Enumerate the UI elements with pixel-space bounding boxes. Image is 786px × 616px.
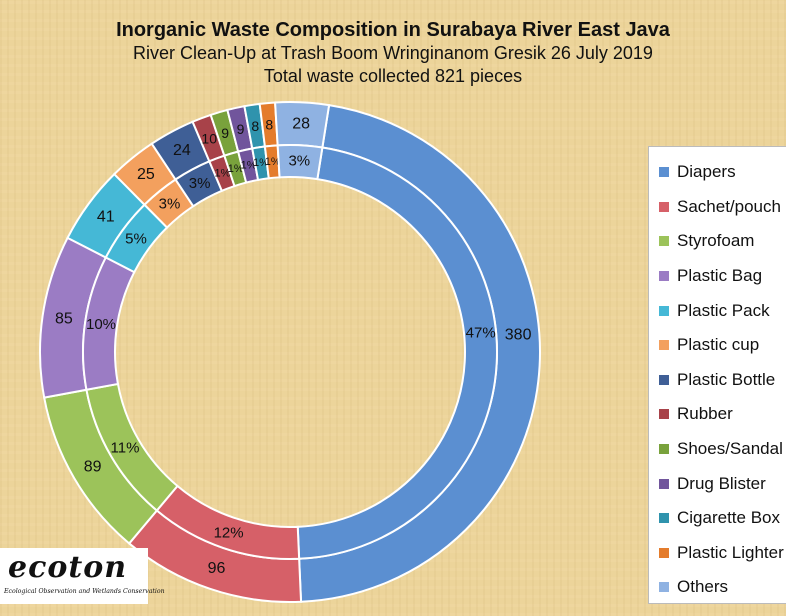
ecoton-logo: ecoton Ecological Observation and Wetlan… [0,548,165,604]
legend-label: Drug Blister [677,473,766,493]
legend-swatch [659,271,669,282]
value-label-plastic-pack: 41 [97,208,115,225]
legend-swatch [659,305,669,316]
legend-swatch [659,340,669,351]
legend-item-plastic-cup: Plastic cup [649,328,786,363]
value-label-sachet-pouch: 96 [208,560,226,577]
percent-label-plastic-bag: 10% [86,316,116,333]
legend-swatch [659,444,669,455]
legend-label: Plastic Pack [677,300,770,320]
value-label-shoes-sandal: 9 [221,125,229,141]
percent-label-shoes-sandal: 1% [228,163,244,175]
legend-label: Others [677,577,729,597]
legend-label: Plastic Bag [677,266,763,286]
value-label-styrofoam: 89 [84,459,102,476]
legend-swatch [659,513,669,524]
percent-label-diapers: 47% [466,324,496,341]
legend-item-others: Others [649,570,786,605]
value-label-plastic-bag: 85 [55,310,73,327]
legend-item-rubber: Rubber [649,397,786,432]
legend-label: Shoes/Sandal [677,439,783,459]
logo-tagline: Ecological Observation and Wetlands Cons… [4,588,165,595]
legend-swatch [659,409,669,420]
percent-label-rubber: 1% [215,167,231,179]
legend-label: Plastic Bottle [677,369,776,389]
legend-item-cigarette-box: Cigarette Box [649,501,786,536]
legend-label: Rubber [677,404,733,424]
chart-title: Inorganic Waste Composition in Surabaya … [116,19,670,41]
legend-item-plastic-lighter: Plastic Lighter [649,536,786,571]
chart-titles: Inorganic Waste Composition in Surabaya … [0,18,786,88]
legend-swatch [659,547,669,558]
legend-label: Sachet/pouch [677,196,781,216]
legend-item-styrofoam: Styrofoam [649,224,786,259]
legend-item-plastic-pack: Plastic Pack [649,293,786,328]
legend-item-shoes-sandal: Shoes/Sandal [649,432,786,467]
value-label-diapers: 380 [505,326,532,343]
value-label-drug-blister: 9 [237,121,245,137]
legend-item-sachet-pouch: Sachet/pouch [649,190,786,225]
percent-label-sachet-pouch: 12% [214,524,244,541]
percent-label-plastic-bottle: 3% [189,175,211,192]
percent-label-drug-blister: 1% [241,160,257,172]
legend-item-diapers: Diapers [649,155,786,190]
chart-subtitle: River Clean-Up at Trash Boom Wringinanom… [133,43,653,63]
value-label-plastic-lighter: 8 [265,116,273,132]
percent-label-plastic-cup: 3% [159,195,181,212]
value-label-rubber: 10 [201,130,217,146]
percent-label-others: 3% [288,153,310,170]
legend-swatch [659,582,669,593]
legend-label: Cigarette Box [677,508,780,528]
legend-swatch [659,374,669,385]
legend-item-plastic-bottle: Plastic Bottle [649,363,786,398]
percent-label-plastic-pack: 5% [125,231,147,248]
inner-slice-others [276,144,324,181]
legend-swatch [659,167,669,178]
percent-label-cigarette-box: 1% [253,157,269,169]
chart-subtitle-total: Total waste collected 821 pieces [263,66,523,86]
percent-label-plastic-lighter: 1% [265,156,281,168]
legend-label: Plastic cup [677,335,760,355]
legend-label: Plastic Lighter [677,542,784,562]
legend-label: Diapers [677,162,736,182]
legend-item-drug-blister: Drug Blister [649,466,786,501]
percent-label-styrofoam: 11% [111,440,140,457]
legend-label: Styrofoam [677,231,755,251]
value-label-plastic-bottle: 24 [173,142,191,159]
chart-legend: Diapers Sachet/pouch Styrofoam Plastic Bag P… [648,146,786,604]
legend-swatch [659,236,669,247]
legend-item-plastic-bag: Plastic Bag [649,259,786,294]
value-label-others: 28 [292,115,310,132]
logo-name: ecoton [8,550,128,585]
legend-swatch [659,201,669,212]
value-label-plastic-cup: 25 [137,166,155,183]
value-label-cigarette-box: 8 [251,118,259,134]
legend-swatch [659,478,669,489]
